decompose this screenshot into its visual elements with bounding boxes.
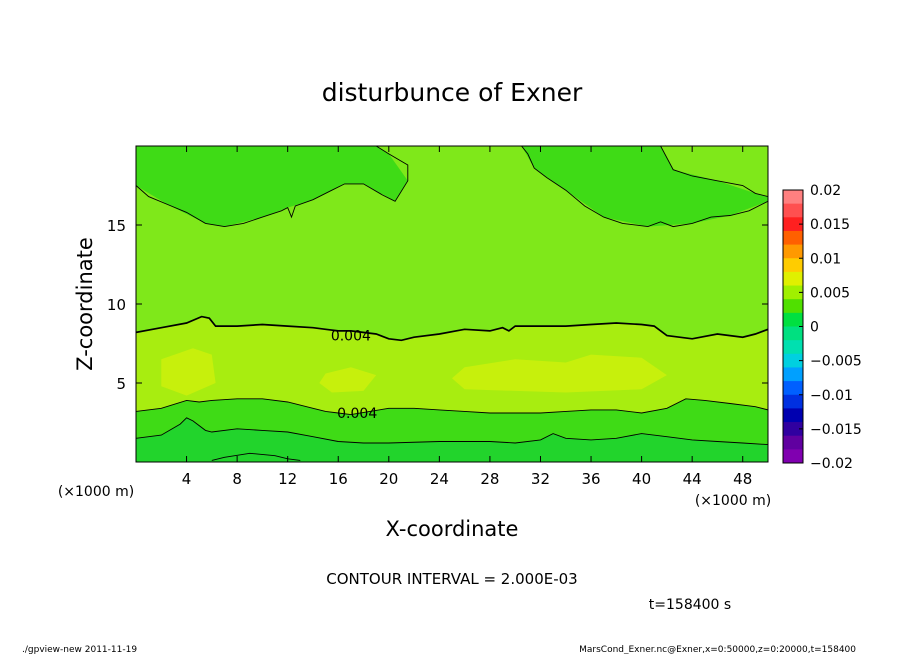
colorbar-tick-label-2: 0.01 [810,251,841,267]
colorbar-tick-label-5: −0.005 [810,354,862,370]
colorbar-swatch-12 [783,353,803,368]
colorbar-swatch-14 [783,381,803,396]
field-region-upper-left [136,146,408,227]
contour-label-layer: 0.004 0.004 [331,329,377,422]
colorbar-swatch-4 [783,244,803,259]
contour-line-4 [136,398,768,416]
y-axis-label: Z-coordinate [73,237,97,371]
x-tick-label-8: 36 [581,470,600,488]
contour-fill-field [136,146,768,462]
colorbar-swatch-5 [783,258,803,273]
x-unit-label-right: (×1000 m) [695,493,771,509]
colorbar-swatch-13 [783,367,803,382]
colorbar-swatch-15 [783,394,803,409]
colorbar-swatch-8 [783,299,803,314]
contour-line-3 [136,315,768,342]
field-region-max-1 [319,367,377,393]
y-tick-label-2: 15 [107,217,126,235]
contour-lines [136,146,768,461]
contour-line-1 [521,146,768,228]
x-tick-label-1: 8 [232,470,242,488]
contour-interval-text: CONTOUR INTERVAL = 2.000E-03 [326,570,577,588]
field-region-max-0 [161,348,216,396]
colorbar-swatch-7 [783,285,803,300]
y-tick-label-1: 10 [107,296,126,314]
x-axis-ticks: 4 8 12 16 20 24 28 32 36 40 44 48 [182,146,752,488]
colorbar-swatch-0 [783,190,803,205]
field-region-max-2 [452,354,667,393]
field-region-bottom [136,417,768,462]
colorbar-tick-label-3: 0.005 [810,285,850,301]
x-tick-label-6: 28 [480,470,499,488]
x-tick-label-5: 24 [430,470,449,488]
colorbar-swatch-17 [783,422,803,437]
footer-left: ./gpview-new 2011-11-19 [22,645,137,654]
x-tick-label-10: 44 [683,470,702,488]
contour-label-1: 0.004 [337,406,377,422]
contour-line-0 [136,146,409,228]
colorbar-swatch-9 [783,312,803,327]
colorbar [783,190,803,464]
colorbar-swatch-16 [783,408,803,423]
x-tick-label-2: 12 [278,470,297,488]
colorbar-swatch-11 [783,340,803,355]
colorbar-swatch-6 [783,271,803,287]
colorbar-tick-label-7: −0.015 [810,422,862,438]
x-tick-label-3: 16 [329,470,348,488]
colorbar-ticks: 0.02 0.015 0.01 0.005 0 −0.005 −0.01 −0.015 −0.0… [799,183,862,472]
x-tick-label-4: 20 [379,470,398,488]
y-tick-label-0: 5 [116,375,126,393]
x-tick-label-9: 40 [632,470,651,488]
y-axis-ticks: 5 10 15 [107,217,768,393]
colorbar-swatch-3 [783,230,803,246]
contour-line-2 [660,146,768,198]
contour-line-6 [211,452,301,461]
x-unit-label-left: (×1000 m) [58,484,134,500]
x-tick-label-11: 48 [733,470,752,488]
colorbar-swatch-18 [783,435,803,450]
colorbar-tick-label-0: 0.02 [810,183,841,199]
colorbar-tick-label-4: 0 [810,320,819,336]
x-tick-label-0: 4 [182,470,192,488]
footer-right: MarsCond_Exner.nc@Exner,x=0:50000,z=0:20… [579,645,856,654]
colorbar-tick-label-8: −0.02 [810,456,853,472]
colorbar-swatch-19 [783,449,803,464]
field-region-top-right [660,146,768,197]
x-axis-label: X-coordinate [386,517,519,541]
colorbar-swatch-2 [783,217,803,232]
colorbar-swatch-1 [783,203,803,218]
chart-title: disturbunce of Exner [322,78,583,107]
colorbar-tick-label-1: 0.015 [810,217,850,233]
colorbar-tick-label-6: −0.01 [810,388,853,404]
x-tick-label-7: 32 [531,470,550,488]
colorbar-swatch-10 [783,326,803,341]
contour-line-5 [136,417,768,446]
contour-label-0: 0.004 [331,329,371,345]
time-text: t=158400 s [649,597,731,613]
